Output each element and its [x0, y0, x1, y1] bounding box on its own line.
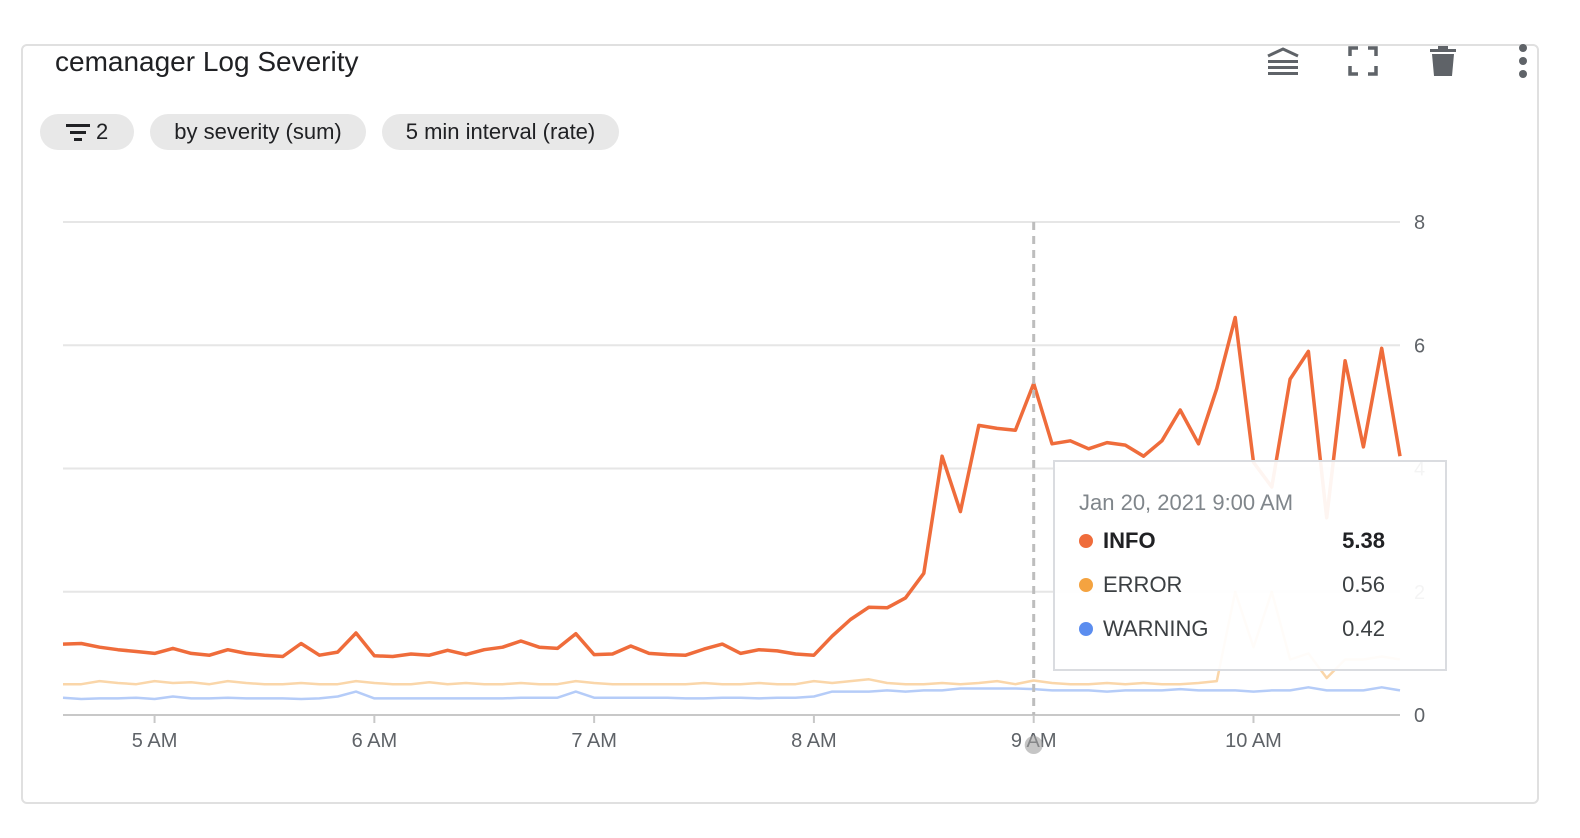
tooltip-row-warning: WARNING 0.42	[1079, 616, 1385, 642]
card-actions	[1266, 44, 1540, 78]
filter-icon	[66, 124, 90, 141]
tooltip-value: 5.38	[1342, 528, 1385, 553]
warning-dot	[1079, 622, 1093, 636]
interval-chip[interactable]: 5 min interval (rate)	[381, 114, 620, 150]
info-dot	[1079, 534, 1093, 548]
x-tick-label: 6 AM	[352, 730, 398, 752]
tooltip-label: WARNING	[1103, 616, 1209, 641]
x-tick-label: 8 AM	[791, 730, 837, 752]
tooltip-value: 0.56	[1342, 572, 1385, 597]
group-by-chip[interactable]: by severity (sum)	[150, 114, 366, 150]
x-tick-label: 7 AM	[571, 730, 617, 752]
tooltip-date: Jan 20, 2021 9:00 AM	[1079, 490, 1294, 515]
series-line-warning	[62, 686, 1401, 701]
legend-toggle-icon[interactable]	[1266, 44, 1300, 78]
y-tick-label: 6	[1414, 335, 1425, 357]
y-tick-label: 8	[1414, 212, 1425, 234]
x-tick-label: 5 AM	[132, 730, 178, 752]
tooltip-label: ERROR	[1103, 572, 1183, 597]
chart-title: cemanager Log Severity	[55, 46, 359, 77]
tooltip-label: INFO	[1103, 528, 1156, 553]
chart-tooltip: Jan 20, 2021 9:00 AM INFO 5.38 ERROR 0.5…	[1053, 460, 1447, 671]
error-dot	[1079, 578, 1093, 592]
x-tick-label: 10 AM	[1225, 730, 1282, 752]
series-line-info	[62, 315, 1402, 659]
tooltip-value: 0.42	[1342, 616, 1385, 641]
chip-row: 2 by severity (sum) 5 min interval (rate…	[40, 114, 620, 150]
tooltip-row-error: ERROR 0.56	[1079, 572, 1385, 598]
series-line-error	[63, 590, 1401, 686]
filter-count: 2	[96, 119, 109, 144]
delete-icon[interactable]	[1426, 44, 1460, 78]
filter-chip[interactable]: 2	[40, 114, 135, 150]
tooltip-row-info: INFO 5.38	[1079, 528, 1385, 554]
fullscreen-icon[interactable]	[1346, 44, 1380, 78]
cursor-handle[interactable]	[1024, 736, 1043, 754]
y-tick-label: 0	[1414, 705, 1425, 727]
more-vert-icon[interactable]	[1506, 44, 1540, 78]
chart-card	[21, 44, 1539, 804]
